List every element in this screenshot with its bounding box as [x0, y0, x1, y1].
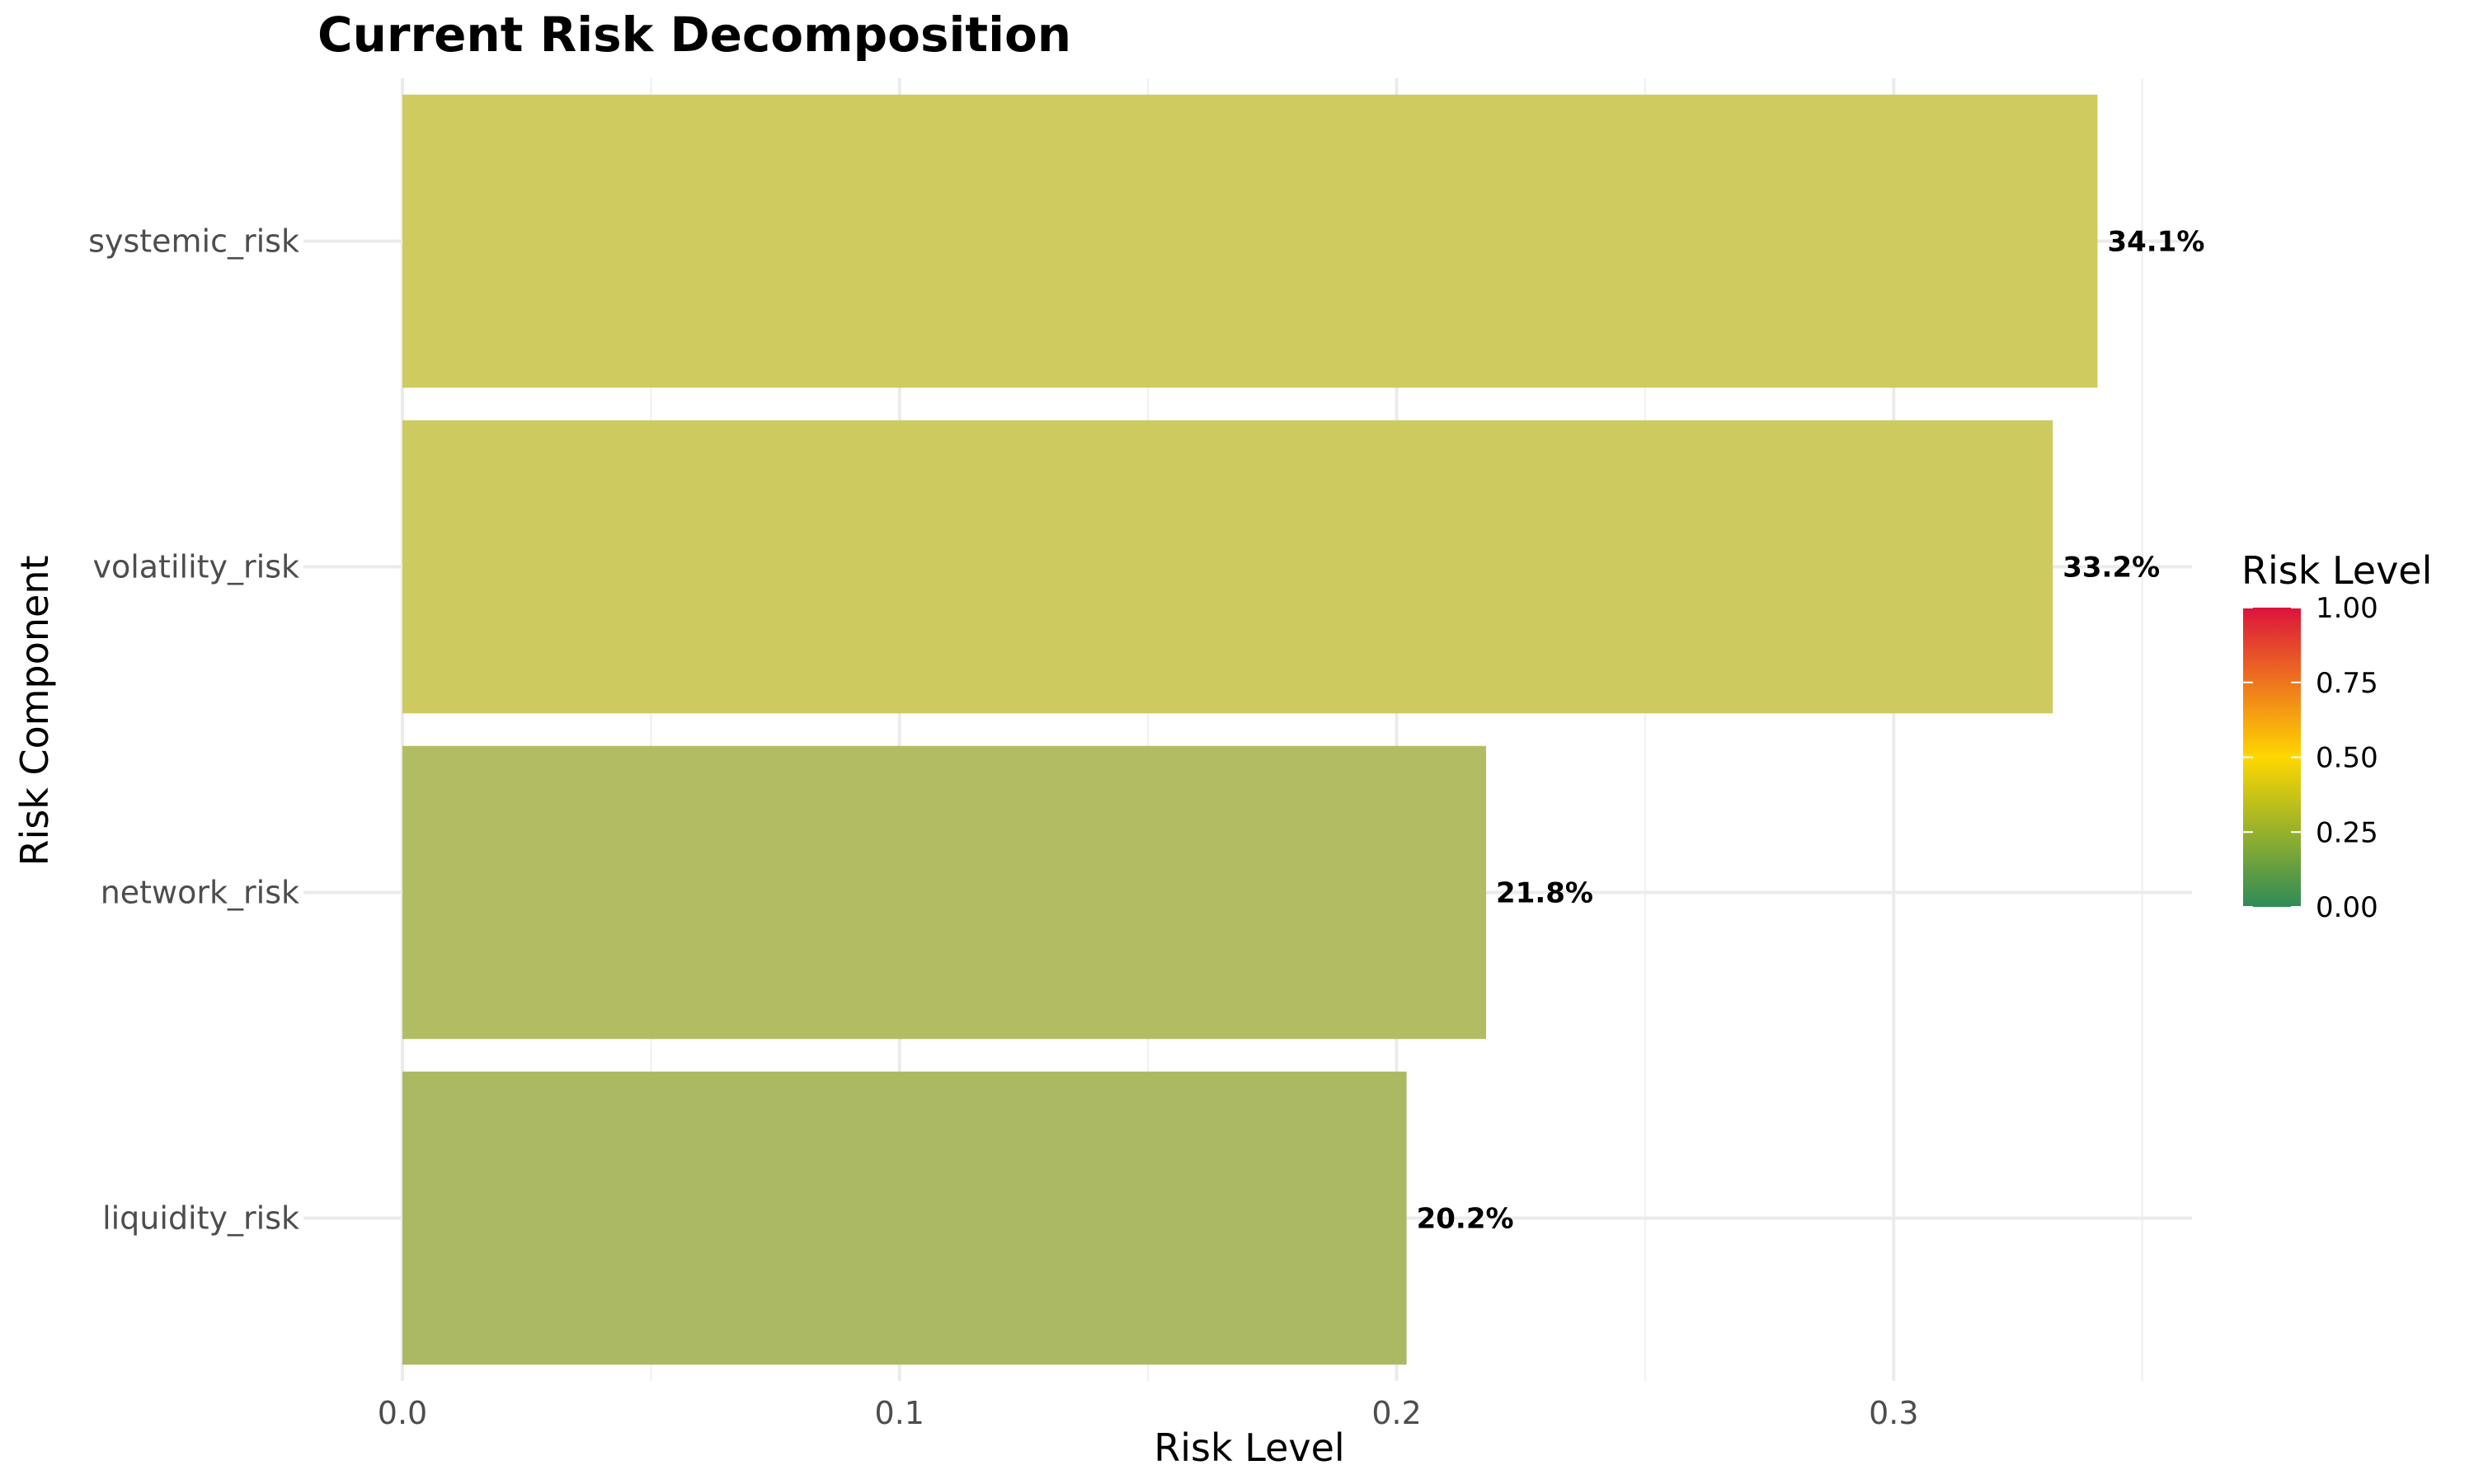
data-label-volatility-risk: 33.2%	[2062, 552, 2160, 585]
legend-tick-label: 0.75	[2316, 667, 2378, 700]
data-label-systemic-risk: 34.1%	[2107, 226, 2204, 259]
chart-title: Current Risk Decomposition	[317, 7, 1071, 63]
y-axis-title: Risk Component	[12, 555, 57, 866]
legend-tick-label: 0.25	[2316, 816, 2378, 849]
bar-liquidity-risk	[402, 1071, 1407, 1365]
bar-volatility-risk	[402, 420, 2053, 714]
x-axis-title: Risk Level	[1154, 1425, 1344, 1470]
color-legend: Risk Level 0.00 0.25 0.50 0.75 1.00	[2241, 548, 2432, 924]
x-tick-label: 0.1	[875, 1395, 924, 1431]
x-tick-label: 0.0	[378, 1395, 427, 1431]
legend-title: Risk Level	[2241, 548, 2432, 593]
y-tick-label: systemic_risk	[88, 223, 299, 260]
tick-labels: systemic_risk volatility_risk network_risk…	[88, 223, 1918, 1432]
data-label-network-risk: 21.8%	[1496, 877, 1593, 910]
y-tick-label: network_risk	[101, 875, 299, 911]
legend-ticks: 0.00 0.25 0.50 0.75 1.00	[2243, 592, 2378, 924]
legend-tick-label: 0.00	[2316, 891, 2378, 924]
bar-systemic-risk	[402, 94, 2098, 388]
legend-tick-label: 0.50	[2316, 742, 2378, 775]
bar-network-risk	[402, 745, 1487, 1040]
data-label-liquidity-risk: 20.2%	[1417, 1203, 1514, 1236]
data-labels: 34.1% 33.2% 21.8% 20.2%	[1417, 226, 2205, 1236]
y-tick-label: liquidity_risk	[102, 1200, 299, 1237]
x-tick-label: 0.3	[1869, 1395, 1918, 1431]
legend-tick-label: 1.00	[2316, 592, 2378, 625]
x-tick-label: 0.2	[1371, 1395, 1421, 1431]
bars	[402, 94, 2098, 1365]
y-tick-label: volatility_risk	[92, 549, 299, 585]
